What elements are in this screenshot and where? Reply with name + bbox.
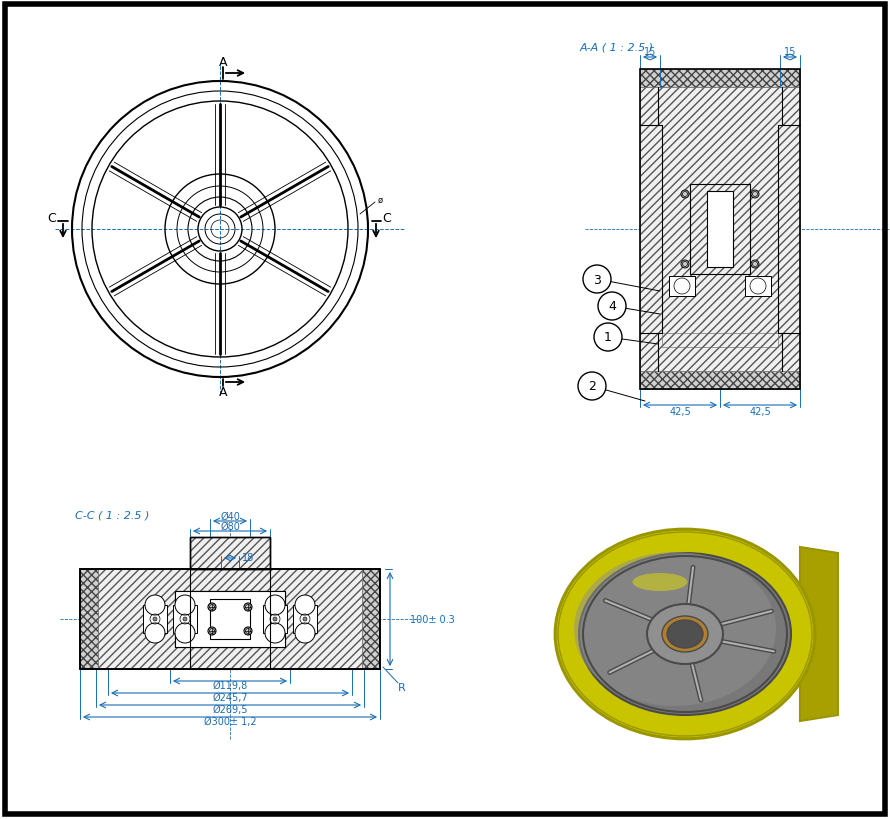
Ellipse shape [647, 604, 723, 664]
Circle shape [265, 595, 285, 615]
Text: 15: 15 [643, 47, 656, 57]
Circle shape [208, 604, 216, 611]
Bar [173, 605, 197, 633]
Text: C: C [383, 211, 392, 224]
Circle shape [681, 260, 689, 269]
Bar [80, 569, 380, 669]
Bar [293, 605, 317, 633]
Bar [190, 569, 270, 669]
Text: C: C [48, 211, 56, 224]
Circle shape [303, 618, 307, 622]
Bar [190, 537, 270, 569]
Circle shape [295, 623, 315, 643]
Circle shape [244, 604, 252, 611]
Circle shape [750, 278, 766, 295]
Text: A-A ( 1 : 2.5 ): A-A ( 1 : 2.5 ) [580, 43, 654, 53]
Circle shape [208, 627, 216, 636]
Ellipse shape [667, 620, 703, 648]
Circle shape [578, 373, 606, 400]
Circle shape [175, 623, 195, 643]
Text: Ø300± 1,2: Ø300± 1,2 [204, 716, 256, 726]
Text: ø: ø [377, 195, 383, 204]
Text: 15: 15 [784, 47, 797, 57]
Ellipse shape [662, 616, 708, 652]
Bar [707, 192, 733, 268]
Bar [190, 537, 270, 569]
Bar [669, 277, 695, 296]
Text: 100± 0.3: 100± 0.3 [410, 614, 455, 624]
Bar [640, 88, 800, 372]
Bar [745, 277, 771, 296]
Bar [362, 569, 380, 669]
Circle shape [273, 618, 277, 622]
Text: 42,5: 42,5 [749, 406, 771, 417]
Bar [190, 537, 270, 569]
Circle shape [681, 191, 689, 199]
Text: A: A [219, 56, 227, 69]
Text: 4: 4 [608, 300, 616, 313]
Bar [175, 591, 285, 647]
Text: Ø119,8: Ø119,8 [213, 680, 247, 690]
Bar [175, 591, 285, 647]
Circle shape [183, 618, 187, 622]
Text: A: A [219, 386, 227, 399]
Text: 3: 3 [593, 274, 601, 286]
Circle shape [674, 278, 690, 295]
Text: C-C ( 1 : 2.5 ): C-C ( 1 : 2.5 ) [75, 510, 150, 520]
Text: 1: 1 [604, 331, 612, 344]
Bar [640, 70, 800, 88]
Circle shape [594, 324, 622, 351]
Circle shape [751, 191, 759, 199]
Polygon shape [800, 547, 838, 721]
Text: Ø80: Ø80 [220, 522, 240, 532]
Bar [210, 600, 250, 639]
Bar [98, 569, 362, 669]
Bar [190, 591, 270, 647]
Text: Ø269,5: Ø269,5 [212, 704, 247, 714]
Bar [662, 333, 778, 347]
Bar [80, 569, 98, 669]
Circle shape [598, 292, 626, 320]
Bar [190, 591, 270, 647]
Ellipse shape [555, 529, 815, 739]
Text: 18: 18 [242, 552, 255, 563]
Circle shape [175, 595, 195, 615]
Ellipse shape [579, 554, 791, 715]
Circle shape [295, 595, 315, 615]
Bar [80, 569, 380, 669]
Circle shape [153, 618, 157, 622]
Text: 2: 2 [588, 380, 596, 393]
Circle shape [145, 623, 165, 643]
Bar [143, 605, 167, 633]
Ellipse shape [633, 573, 687, 591]
Circle shape [751, 260, 759, 269]
Bar [210, 600, 250, 639]
Circle shape [583, 265, 611, 294]
Ellipse shape [574, 552, 776, 706]
Text: R: R [398, 682, 406, 692]
Circle shape [265, 623, 285, 643]
Bar [640, 372, 800, 390]
Circle shape [145, 595, 165, 615]
Bar [640, 70, 800, 390]
Bar [690, 185, 750, 274]
Bar [175, 591, 285, 647]
Circle shape [244, 627, 252, 636]
Text: 42,5: 42,5 [669, 406, 691, 417]
Bar [263, 605, 287, 633]
Text: Ø245,7: Ø245,7 [212, 692, 247, 702]
Text: Ø40: Ø40 [220, 511, 240, 522]
Bar [690, 185, 750, 274]
